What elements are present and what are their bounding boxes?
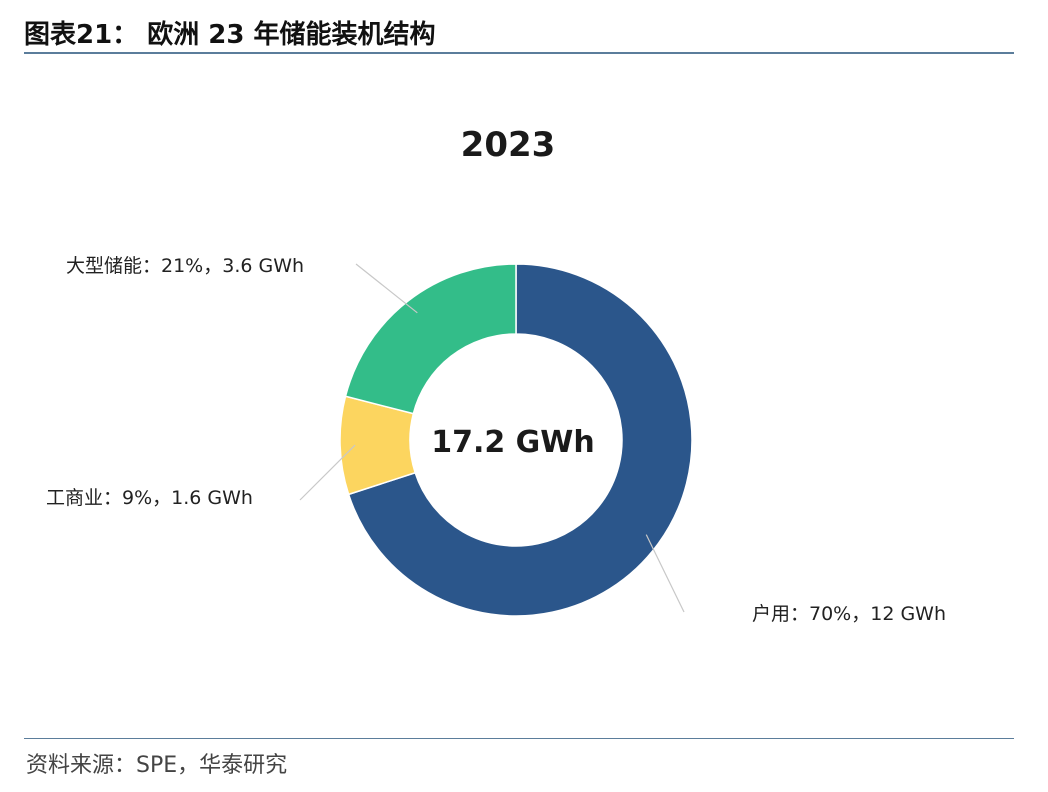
chart-title: 2023: [461, 125, 556, 165]
donut-chart: 2023 户用：70%，12 GWh 工商业：9%，1.6 GWh 大型储能：21%…: [46, 125, 946, 625]
leader-lines-layer: [299, 263, 685, 613]
donut-slice-2: [344, 263, 517, 415]
slice-label-2: 大型储能：21%，3.6 GWh: [66, 255, 304, 277]
figure-header: 图表21： 欧洲 23 年储能装机结构: [24, 12, 1014, 54]
leader-line-2: [355, 263, 418, 314]
figure-footer: 资料来源：SPE，华泰研究: [24, 738, 1014, 779]
donut-center-label: 17.2 GWh: [431, 425, 595, 460]
donut-chart-area: 2023 户用：70%，12 GWh 工商业：9%，1.6 GWh 大型储能：21%…: [0, 60, 1048, 732]
figure-source: 资料来源：SPE，华泰研究: [26, 753, 288, 778]
donut-slice-0: [347, 263, 693, 617]
slice-labels-layer: 户用：70%，12 GWh 工商业：9%，1.6 GWh 大型储能：21%，3.6 …: [46, 255, 946, 625]
leader-line-1: [299, 444, 356, 501]
figure-title: 图表21： 欧洲 23 年储能装机结构: [24, 20, 436, 50]
slices-layer: [339, 263, 693, 617]
leader-line-0: [645, 534, 685, 613]
slice-label-1: 工商业：9%，1.6 GWh: [46, 487, 253, 509]
slice-label-0: 户用：70%，12 GWh: [752, 603, 946, 625]
